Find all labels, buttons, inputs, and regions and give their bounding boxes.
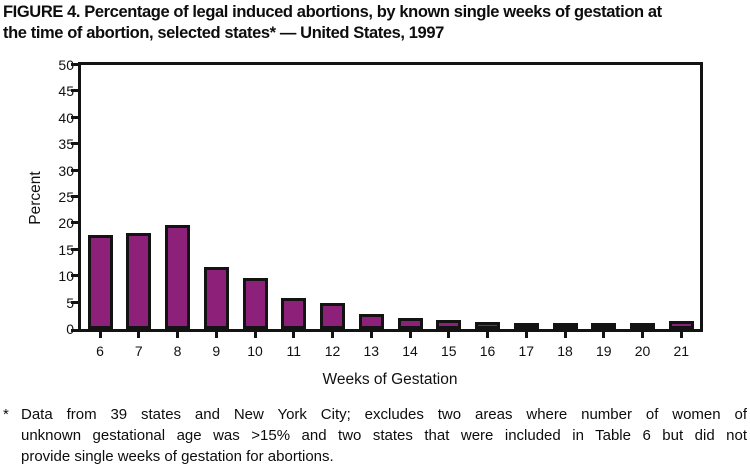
figure-title-line2: the time of abortion, selected states* —… bbox=[3, 24, 444, 42]
y-tick-mark bbox=[71, 195, 78, 198]
footnote-line-3: provide single weeks of gestation for ab… bbox=[21, 448, 334, 465]
footnote-line-2: unknown gestational age was >15% and two… bbox=[21, 427, 747, 444]
y-tick-label-45: 45 bbox=[58, 83, 74, 100]
bar-week-11 bbox=[281, 298, 307, 329]
x-tick-mark bbox=[176, 332, 179, 338]
bar-week-6 bbox=[87, 235, 113, 329]
x-tick-mark bbox=[369, 332, 373, 338]
y-tick-mark bbox=[71, 329, 78, 332]
x-tick-mark bbox=[641, 332, 644, 338]
bar-week-19 bbox=[591, 323, 617, 329]
x-tick-label-10: 10 bbox=[247, 343, 263, 359]
x-tick-mark bbox=[292, 332, 296, 338]
x-tick-mark bbox=[679, 332, 683, 338]
x-tick-mark bbox=[447, 332, 451, 338]
y-tick-mark bbox=[71, 274, 78, 278]
x-tick-mark bbox=[253, 332, 257, 338]
y-tick-mark bbox=[71, 115, 78, 119]
bar-week-12 bbox=[320, 303, 345, 329]
bar-week-18 bbox=[552, 323, 578, 329]
bar-week-16 bbox=[475, 322, 500, 329]
x-tick-mark bbox=[137, 332, 141, 338]
x-tick-label-20: 20 bbox=[634, 343, 651, 359]
x-tick-label-21: 21 bbox=[673, 343, 690, 359]
y-tick-label-5: 5 bbox=[40, 295, 74, 311]
x-tick-label-18: 18 bbox=[557, 343, 573, 359]
footnote-marker: * bbox=[3, 406, 9, 423]
x-tick-label-13: 13 bbox=[363, 343, 380, 359]
y-tick-label-30: 30 bbox=[58, 162, 74, 179]
y-tick-label-25: 25 bbox=[58, 189, 74, 205]
x-tick-label-7: 7 bbox=[134, 343, 143, 359]
x-tick-mark bbox=[563, 332, 567, 338]
x-tick-label-12: 12 bbox=[324, 343, 341, 359]
footnote-line-1: Data from 39 states and New York City; e… bbox=[21, 406, 747, 423]
bar-week-9 bbox=[203, 267, 229, 329]
footnote-text: Data from 39 states and New York City; e… bbox=[21, 404, 747, 467]
y-tick-label-20: 20 bbox=[58, 215, 74, 232]
x-tick-mark bbox=[214, 332, 218, 338]
x-tick-mark bbox=[602, 332, 606, 338]
y-tick-label-35: 35 bbox=[58, 136, 74, 153]
y-tick-mark bbox=[71, 142, 78, 146]
footnote: * Data from 39 states and New York City;… bbox=[3, 404, 747, 467]
plot-area bbox=[78, 62, 703, 332]
y-tick-mark bbox=[71, 221, 78, 225]
y-tick-mark bbox=[71, 300, 78, 304]
x-tick-mark bbox=[408, 332, 412, 338]
y-tick-label-0: 0 bbox=[40, 321, 74, 337]
bar-week-21 bbox=[668, 321, 694, 329]
y-tick-mark bbox=[71, 89, 78, 93]
y-tick-label-50: 50 bbox=[58, 57, 74, 73]
x-tick-mark bbox=[331, 332, 334, 338]
bar-week-20 bbox=[630, 323, 655, 329]
x-tick-mark bbox=[486, 332, 489, 338]
bar-week-13 bbox=[358, 314, 384, 329]
x-tick-label-19: 19 bbox=[595, 343, 612, 359]
bar-week-7 bbox=[126, 233, 152, 329]
x-tick-label-11: 11 bbox=[286, 343, 302, 359]
y-tick-mark bbox=[71, 247, 78, 251]
figure-title: FIGURE 4. Percentage of legal induced ab… bbox=[3, 2, 749, 44]
x-tick-label-17: 17 bbox=[518, 343, 535, 359]
y-tick-label-15: 15 bbox=[58, 241, 74, 258]
x-tick-mark bbox=[524, 332, 528, 338]
y-tick-mark bbox=[71, 168, 78, 172]
x-tick-label-14: 14 bbox=[402, 343, 418, 359]
x-tick-label-8: 8 bbox=[173, 343, 182, 359]
y-tick-label-10: 10 bbox=[58, 268, 74, 285]
x-tick-label-9: 9 bbox=[212, 343, 221, 359]
bar-week-10 bbox=[242, 278, 268, 329]
x-axis-title: Weeks of Gestation bbox=[322, 371, 458, 388]
bar-week-17 bbox=[513, 323, 539, 329]
x-tick-label-6: 6 bbox=[96, 343, 104, 359]
figure-title-line1: FIGURE 4. Percentage of legal induced ab… bbox=[3, 3, 662, 21]
y-tick-mark bbox=[71, 63, 78, 66]
y-tick-label-40: 40 bbox=[58, 109, 74, 126]
bar-week-15 bbox=[436, 320, 462, 329]
x-tick-label-15: 15 bbox=[440, 343, 457, 359]
bar-week-8 bbox=[165, 225, 190, 329]
x-tick-mark bbox=[98, 332, 102, 338]
x-tick-label-16: 16 bbox=[479, 343, 496, 359]
bar-week-14 bbox=[397, 318, 423, 329]
